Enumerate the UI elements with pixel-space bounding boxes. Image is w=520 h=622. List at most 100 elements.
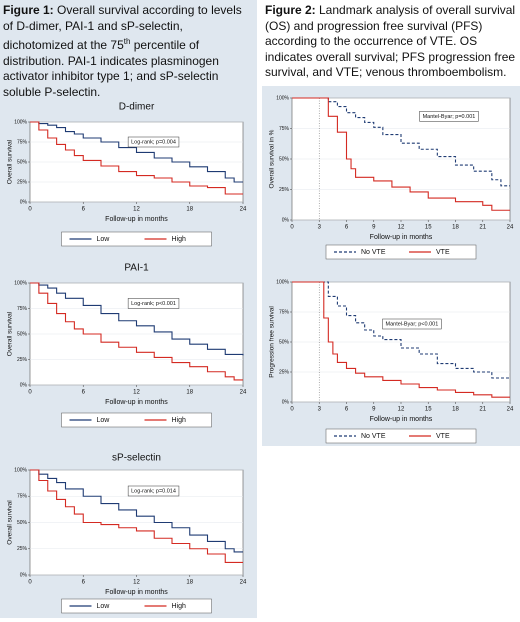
x-tick-label: 24 [507,407,514,413]
x-tick-label: 18 [186,207,193,213]
legend-box [325,244,477,260]
x-tick-label: 3 [318,225,322,231]
caption-sup: th [123,37,131,46]
x-tick-label: 6 [345,407,349,413]
x-tick-label: 24 [507,225,514,231]
x-tick-label: 12 [398,407,405,413]
y-tick-label: 75% [279,126,290,132]
legend-label: High [172,417,187,424]
x-tick-label: 18 [452,407,459,413]
legend-box [61,231,212,247]
y-tick-label: 75% [17,306,28,312]
caption-text: percentile of distribution. PAI-1 indica… [3,38,219,99]
x-tick-label: 3 [318,407,322,413]
annotation-box [127,136,180,148]
legend-label: Low [97,417,111,424]
caption-label: Figure 2: [265,3,316,17]
y-axis-label: Overall survival in % [269,129,276,188]
survival-curve [292,97,510,211]
survival-curve [30,469,243,563]
y-tick-label: 25% [279,369,290,375]
figure-1-caption: Figure 1: Overall survival according to … [3,3,255,100]
y-tick-label: 75% [17,494,28,500]
annotation: Log-rank; p=0.014 [131,488,176,494]
legend-label: VTE [436,249,450,256]
x-tick-label: 6 [82,207,86,213]
legend-label: No VTE [361,433,386,440]
caption-text: Overall survival according to levels of … [3,3,242,52]
y-tick-label: 100% [276,279,289,285]
x-tick-label: 21 [479,407,486,413]
legend-label: Low [97,603,111,610]
legend-box [61,412,212,428]
y-tick-label: 0% [282,217,290,223]
survival-curve [292,281,510,398]
y-tick-label: 50% [17,331,28,337]
survival-curve [30,121,243,183]
x-axis-label: Follow-up in months [105,216,168,223]
survival-curve [30,121,243,195]
x-axis-label: Follow-up in months [105,399,168,406]
x-tick-label: 12 [133,207,140,213]
x-tick-label: 0 [290,407,294,413]
y-tick-label: 0% [20,199,28,205]
y-tick-label: 0% [20,572,28,578]
caption-text: Landmark analysis of overall survival (O… [265,3,516,79]
y-axis-label: Progression free survival [269,306,276,378]
annotation: Mantel-Byar; p<0.001 [386,321,439,327]
y-axis-label: Overall survival [7,311,14,356]
legend-label: High [172,236,187,243]
legend-label: VTE [436,433,450,440]
x-tick-label: 15 [425,407,432,413]
x-axis-label: Follow-up in months [105,589,168,596]
annotation-box [127,298,180,309]
x-axis-label: Follow-up in months [370,234,433,241]
x-tick-label: 15 [425,225,432,231]
x-tick-label: 12 [133,390,140,396]
y-tick-label: 100% [14,280,27,286]
x-axis-label: Follow-up in months [370,416,433,423]
x-tick-label: 0 [28,207,32,213]
legend-label: Low [97,236,111,243]
x-tick-label: 0 [28,390,32,396]
x-tick-label: 9 [372,225,376,231]
y-tick-label: 75% [17,139,28,145]
x-tick-label: 6 [345,225,349,231]
legend-label: No VTE [361,249,386,256]
x-tick-label: 6 [82,580,86,586]
survival-curve [30,282,243,381]
y-tick-label: 25% [279,187,290,193]
annotation-box [127,485,180,497]
x-tick-label: 24 [240,580,247,586]
legend-box [61,598,212,614]
x-tick-label: 12 [398,225,405,231]
chart-title: D-dimer [119,102,155,113]
x-tick-label: 24 [240,390,247,396]
y-tick-label: 50% [279,339,290,345]
x-tick-label: 6 [82,390,86,396]
y-tick-label: 50% [17,520,28,526]
x-tick-label: 0 [290,225,294,231]
x-tick-label: 18 [186,580,193,586]
y-tick-label: 25% [17,179,28,185]
x-tick-label: 12 [133,580,140,586]
caption-label: Figure 1: [3,3,54,17]
y-tick-label: 75% [279,309,290,315]
chart-title: PAI-1 [124,263,149,274]
annotation-box [419,111,479,122]
annotation: Log-rank; p<0.001 [131,301,176,307]
survival-curve [30,469,243,553]
y-tick-label: 25% [17,357,28,363]
survival-curve [292,97,510,187]
survival-curve [292,281,510,379]
x-tick-label: 24 [240,207,247,213]
x-tick-label: 18 [452,225,459,231]
annotation: Log-rank; p=0.004 [131,139,176,145]
x-tick-label: 21 [479,225,486,231]
x-tick-label: 0 [28,580,32,586]
y-tick-label: 100% [14,467,27,473]
y-tick-label: 25% [17,546,28,552]
y-axis-label: Overall survival [7,500,14,545]
